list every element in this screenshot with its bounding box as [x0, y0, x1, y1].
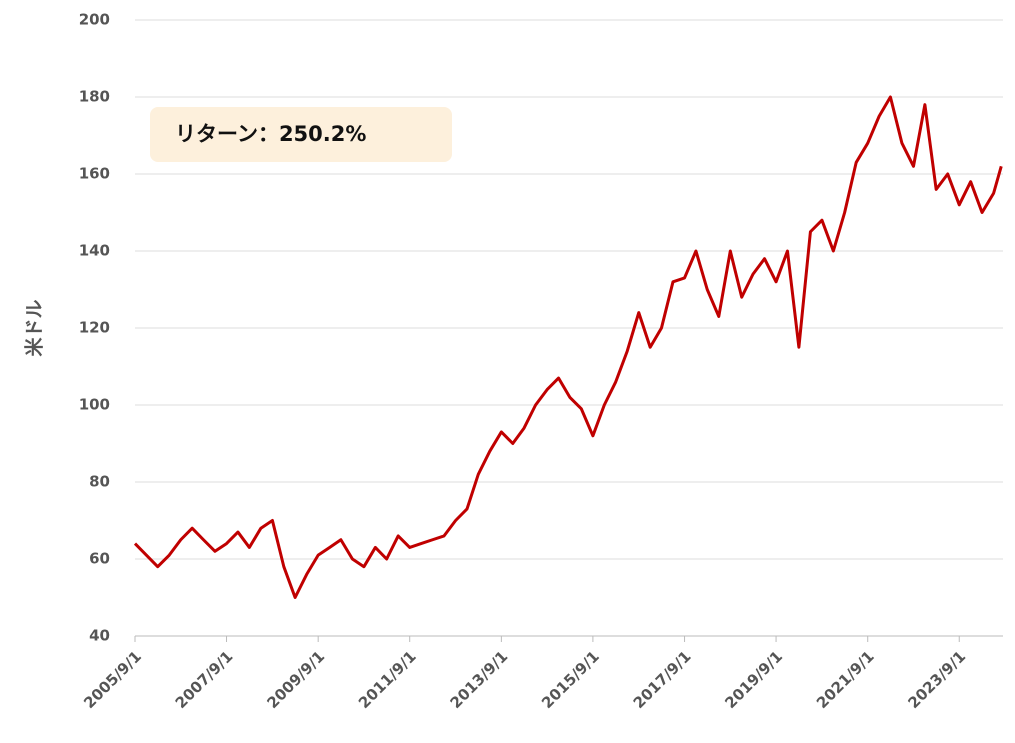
y-tick-label: 80 [89, 473, 110, 491]
x-tick-label: 2015/9/1 [538, 647, 603, 712]
y-tick-label: 160 [79, 165, 110, 183]
y-tick-label: 100 [79, 396, 110, 414]
x-tick-label: 2021/9/1 [813, 647, 878, 712]
annotation-box [150, 107, 452, 162]
x-tick-label: 2017/9/1 [630, 647, 695, 712]
y-tick-label: 40 [89, 627, 110, 645]
y-tick-label: 180 [79, 88, 110, 106]
x-tick-label: 2011/9/1 [355, 647, 420, 712]
annotation: リターン：250.2% [175, 122, 366, 146]
price-line [133, 95, 1003, 599]
y-tick-label: 140 [79, 242, 110, 260]
x-tick-label: 2005/9/1 [80, 647, 145, 712]
y-tick-label: 200 [79, 11, 110, 29]
y-tick-label: 60 [89, 550, 110, 568]
x-tick-label: 2007/9/1 [172, 647, 237, 712]
y-axis-label: 米ドル [23, 299, 46, 356]
x-tick-label: 2023/9/1 [904, 647, 969, 712]
x-tick-label: 2019/9/1 [721, 647, 786, 712]
x-tick-label: 2009/9/1 [263, 647, 328, 712]
y-tick-label: 120 [79, 319, 110, 337]
x-tick-label: 2013/9/1 [447, 647, 512, 712]
